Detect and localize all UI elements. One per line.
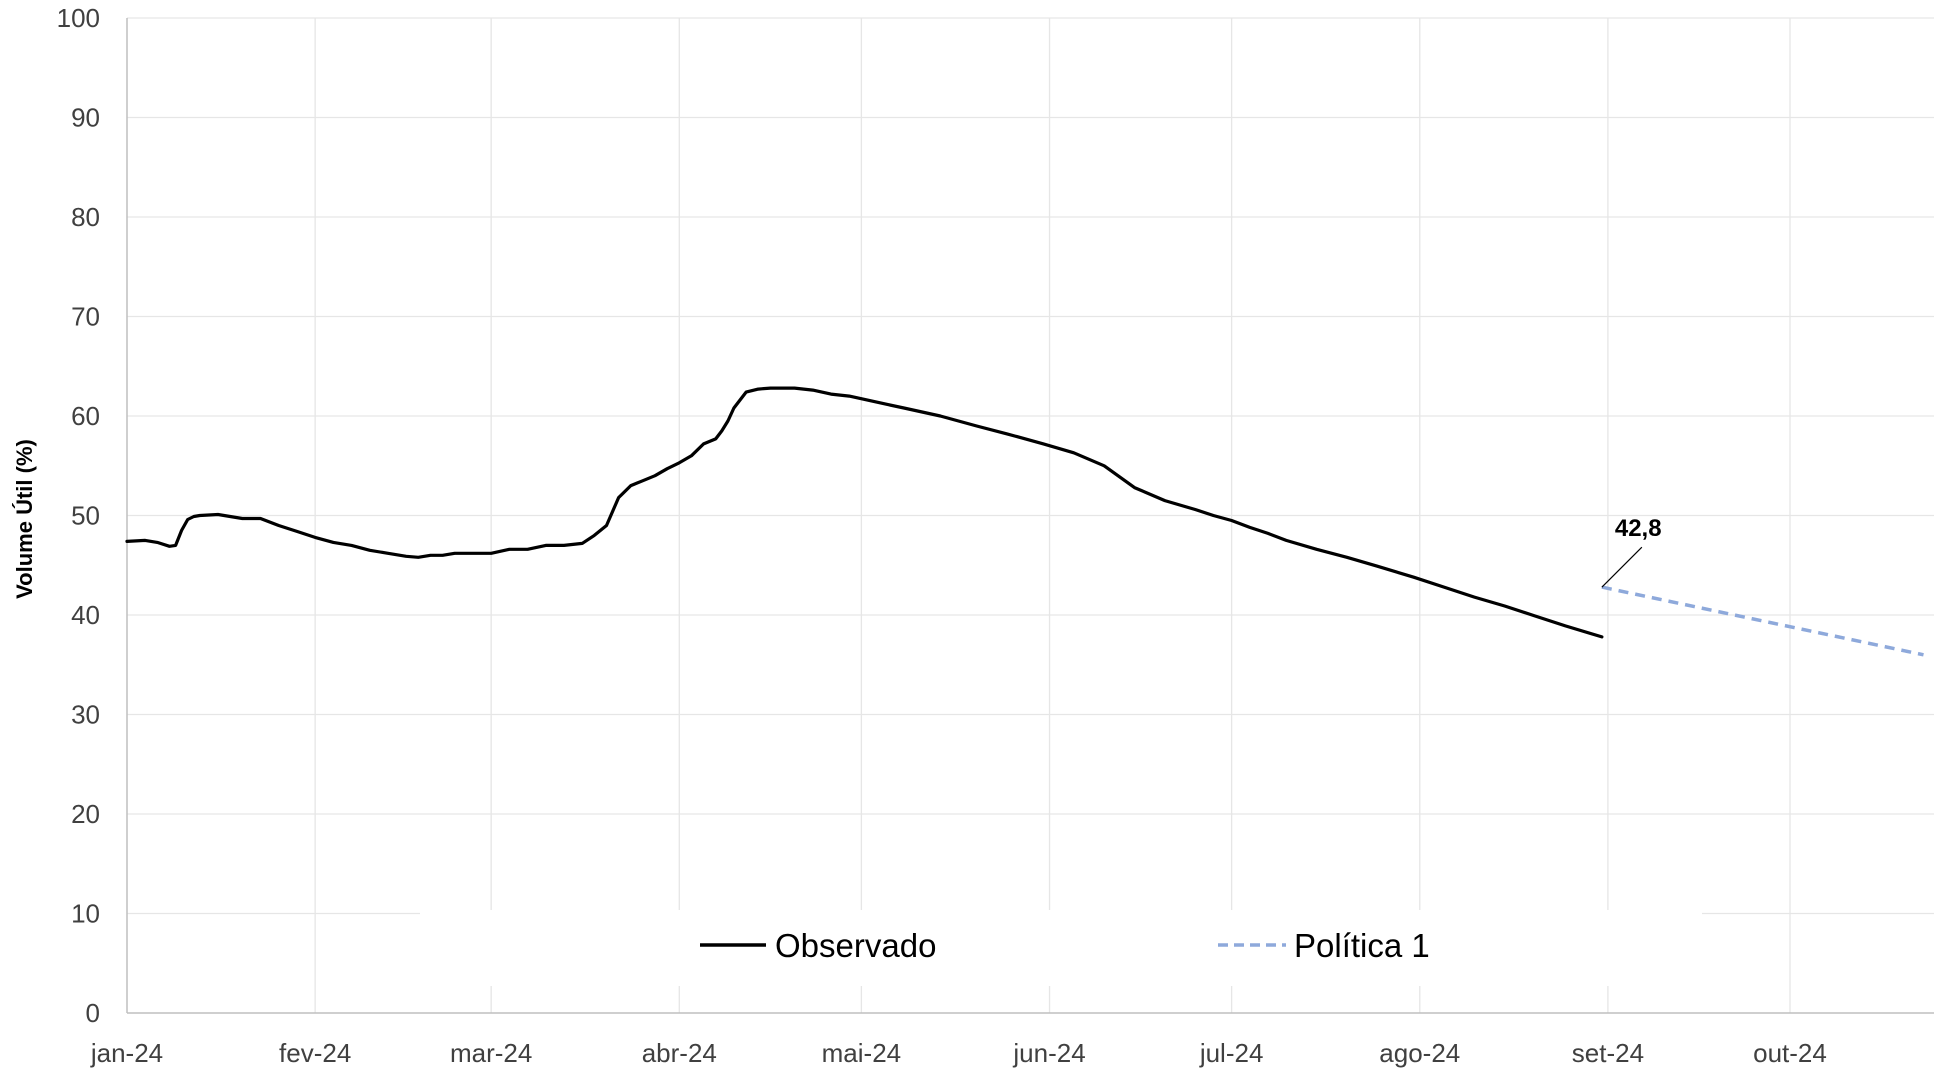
- legend: Observado Política 1: [420, 910, 1702, 986]
- x-tick-label: mar-24: [450, 1038, 532, 1068]
- y-tick-label: 100: [57, 3, 100, 33]
- y-tick-label: 20: [71, 799, 100, 829]
- y-tick-label: 70: [71, 302, 100, 332]
- y-tick-labels: 0 10 20 30 40 50 60 70 80 90 100: [57, 3, 100, 1028]
- y-axis-label: Volume Útil (%): [12, 439, 37, 599]
- legend-box: [420, 910, 1702, 986]
- x-tick-labels: jan-24 fev-24 mar-24 abr-24 mai-24 jun-24 jul-…: [90, 1038, 1827, 1068]
- y-tick-label: 80: [71, 202, 100, 232]
- y-tick-label: 50: [71, 501, 100, 531]
- axes: [126, 18, 1934, 1014]
- x-tick-label: fev-24: [279, 1038, 351, 1068]
- x-tick-label: ago-24: [1379, 1038, 1460, 1068]
- y-tick-label: 90: [71, 103, 100, 133]
- data-label-observado: 42,8: [1615, 515, 1662, 542]
- x-tick-label: jan-24: [90, 1038, 163, 1068]
- y-tick-label: 30: [71, 700, 100, 730]
- series-line-observado: [125, 386, 1604, 639]
- x-tick-label: jul-24: [1199, 1038, 1264, 1068]
- grid-lines: [127, 17, 1934, 1013]
- series-lines: [125, 386, 1924, 657]
- y-tick-label: 0: [86, 998, 100, 1028]
- legend-label: Política 1: [1294, 927, 1430, 964]
- y-tick-label: 10: [71, 899, 100, 929]
- x-tick-label: out-24: [1753, 1038, 1827, 1068]
- x-tick-label: set-24: [1572, 1038, 1644, 1068]
- x-tick-label: jun-24: [1012, 1038, 1085, 1068]
- data-labels: 42,836: [1601, 515, 1662, 588]
- x-tick-label: abr-24: [642, 1038, 717, 1068]
- legend-label: Observado: [775, 927, 936, 964]
- y-tick-label: 40: [71, 600, 100, 630]
- leader-line: [1601, 546, 1643, 588]
- series-line-politica-1: [1601, 585, 1924, 657]
- x-tick-label: mai-24: [822, 1038, 901, 1068]
- y-tick-label: 60: [71, 401, 100, 431]
